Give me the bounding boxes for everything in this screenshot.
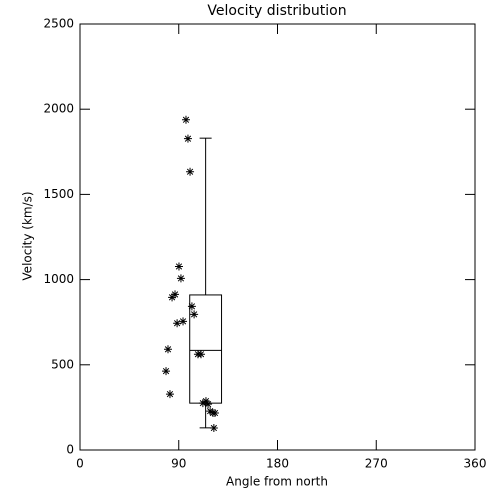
y-tick-label: 2000 (43, 102, 74, 116)
point (179, 317, 188, 326)
x-tick-label: 270 (365, 457, 388, 471)
point (186, 167, 195, 176)
point (181, 115, 190, 124)
y-tick-label: 1000 (43, 272, 74, 286)
y-tick-label: 1500 (43, 187, 74, 201)
point (209, 424, 218, 433)
x-tick-label: 180 (266, 457, 289, 471)
point (174, 262, 183, 271)
point (206, 407, 215, 416)
plot-frame (79, 23, 476, 451)
y-tick-label: 0 (66, 443, 74, 457)
y-tick-label: 500 (51, 357, 74, 371)
x-tick-label: 0 (76, 457, 84, 471)
point (197, 350, 206, 359)
point (210, 409, 219, 418)
point (183, 134, 192, 143)
x-tick-label: 360 (464, 457, 487, 471)
point (190, 310, 199, 319)
chart-title: Velocity distribution (207, 3, 346, 19)
point (165, 390, 174, 399)
x-tick-label: 90 (171, 457, 186, 471)
point (176, 274, 185, 283)
point (201, 397, 210, 406)
point (163, 345, 172, 354)
point (173, 319, 182, 328)
point (187, 302, 196, 311)
x-axis-label: Angle from north (226, 475, 328, 489)
y-axis-label: Velocity (km/s) (21, 191, 35, 280)
y-tick-label: 2500 (43, 17, 74, 31)
point (171, 290, 180, 299)
point (168, 293, 177, 302)
point (204, 400, 213, 409)
point (162, 367, 171, 376)
